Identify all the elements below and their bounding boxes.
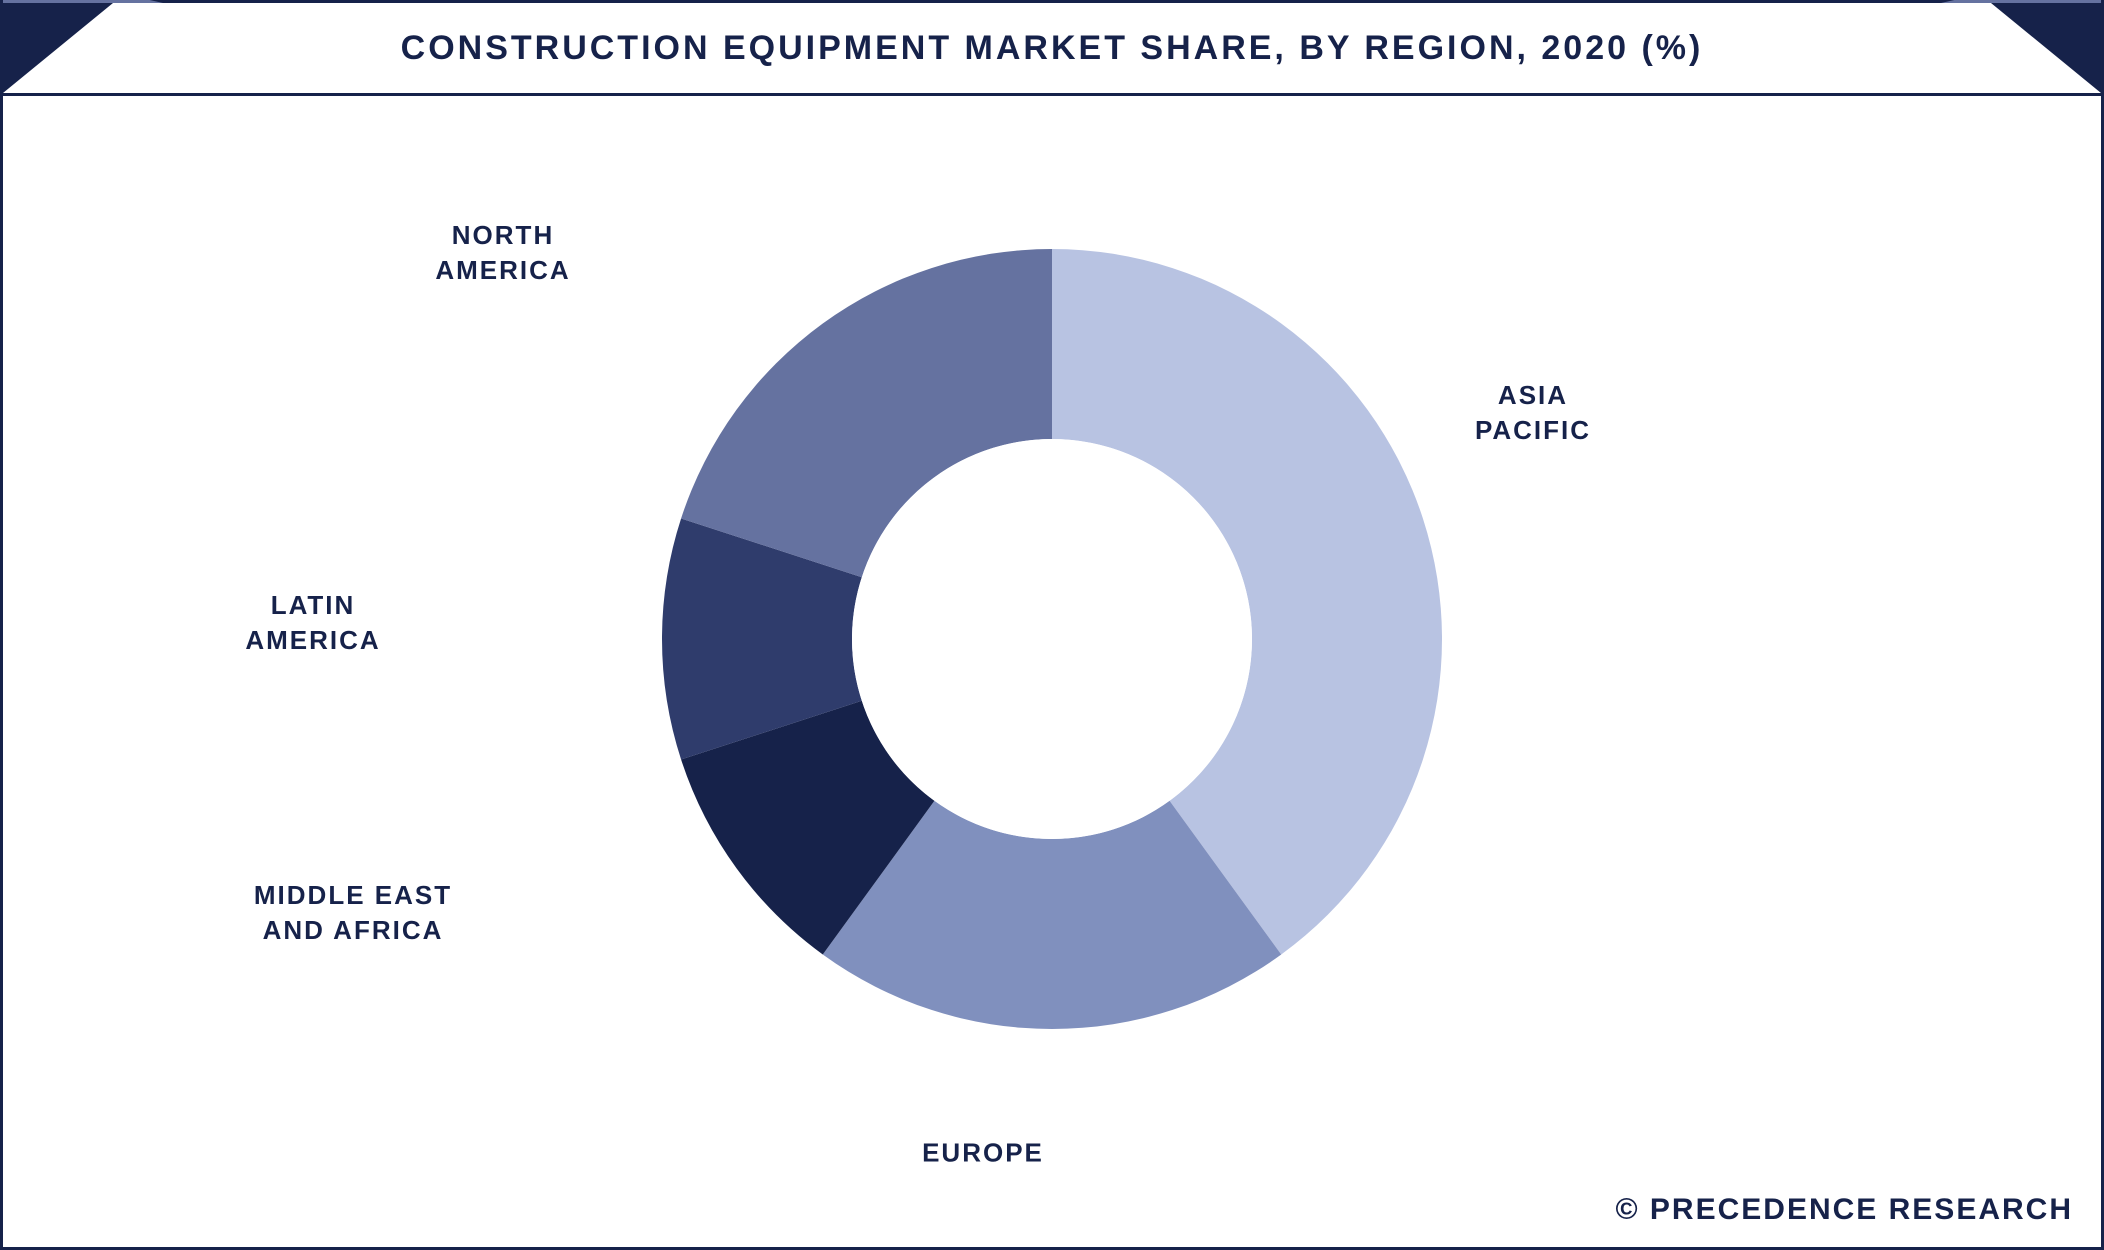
title-triangle-right <box>1991 3 2101 93</box>
title-bar: CONSTRUCTION EQUIPMENT MARKET SHARE, BY … <box>3 3 2101 96</box>
donut-hole <box>852 439 1252 839</box>
chart-frame: CONSTRUCTION EQUIPMENT MARKET SHARE, BY … <box>0 0 2104 1250</box>
slice-label: MIDDLE EASTAND AFRICA <box>254 878 452 948</box>
slice-label: NORTHAMERICA <box>435 218 570 288</box>
chart-title: CONSTRUCTION EQUIPMENT MARKET SHARE, BY … <box>401 29 1704 68</box>
title-triangle-left <box>3 3 113 93</box>
donut-chart <box>642 229 1462 1049</box>
copyright-text: © PRECEDENCE RESEARCH <box>1615 1193 2073 1227</box>
slice-label: EUROPE <box>922 1135 1044 1170</box>
slice-label: ASIAPACIFIC <box>1475 378 1591 448</box>
slice-label: LATINAMERICA <box>245 588 380 658</box>
chart-area: ASIAPACIFIC EUROPE MIDDLE EASTAND AFRICA LA… <box>3 113 2101 1247</box>
